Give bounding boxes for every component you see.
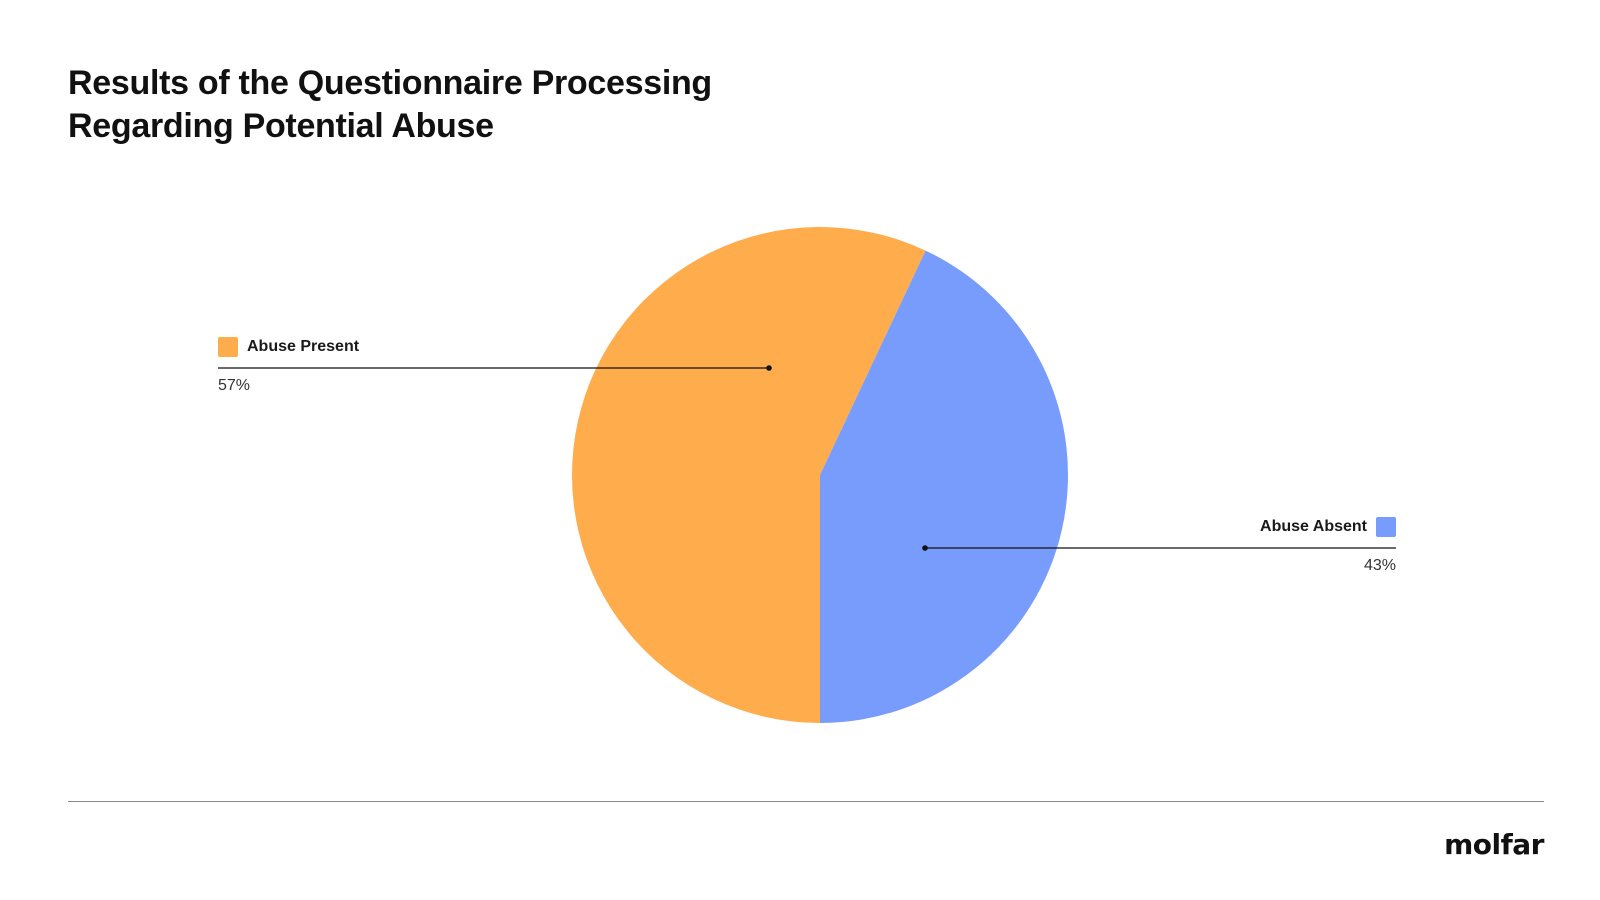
footer-divider [68,801,1544,802]
pie-slice-abuse-absent [820,250,1068,723]
leader-dot-abuse-absent [922,545,928,551]
chart-title-line-2: Regarding Potential Abuse [68,107,494,145]
leader-lines-group [218,365,1396,551]
chart-title-line-1: Results of the Questionnaire Processing [68,64,712,102]
data-label-abuse-absent: 43% [1363,557,1396,574]
legend-item-abuse-present: Abuse Present [218,337,359,357]
legend-swatch-abuse-present [218,337,238,357]
pie-slice-abuse-present [571,226,926,723]
legend-item-abuse-absent: Abuse Absent [1260,517,1396,537]
legend-label-abuse-present: Abuse Present [247,338,360,355]
leader-dot-abuse-present [766,365,772,371]
molfar-logo: molfar [1444,828,1544,861]
legend-label-abuse-absent: Abuse Absent [1260,518,1367,535]
data-label-abuse-present: 57% [218,377,251,394]
legend-swatch-abuse-absent [1376,517,1396,537]
pie-slices-group [571,226,1068,723]
chart-title: Results of the Questionnaire Processing … [68,62,828,148]
